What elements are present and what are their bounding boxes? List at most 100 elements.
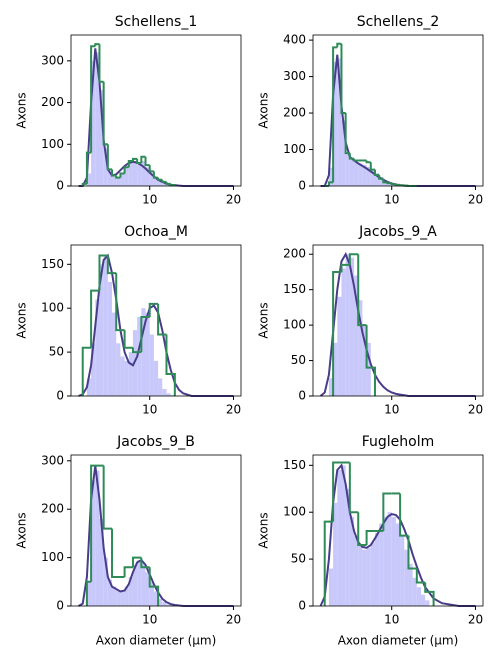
bar (116, 178, 121, 186)
bar (141, 160, 146, 186)
bar (128, 163, 133, 186)
bar (400, 535, 405, 606)
bar (421, 594, 426, 606)
step-histogram (127, 159, 133, 168)
step-histogram (106, 144, 113, 171)
step-histogram (123, 566, 133, 577)
bar (120, 591, 125, 606)
step-histogram (157, 177, 163, 181)
subplot-title: Jacobs_9_A (358, 224, 437, 240)
y-tick-label: 0 (56, 389, 64, 403)
bar (333, 61, 338, 186)
y-tick-label: 200 (283, 247, 306, 261)
bar (408, 563, 413, 606)
bar (166, 604, 171, 606)
y-axis-label: Axons (15, 512, 29, 548)
step-histogram (348, 253, 359, 265)
y-tick-label: 100 (283, 318, 306, 332)
bar (379, 176, 384, 186)
bar (387, 182, 392, 186)
step-histogram (90, 289, 100, 348)
bar (95, 52, 100, 187)
step-histogram (85, 580, 92, 606)
step-histogram (148, 165, 154, 173)
axes-frame (70, 244, 242, 397)
bar (153, 178, 159, 186)
step-histogram (98, 44, 104, 83)
x-tick-label: 20 (226, 403, 241, 417)
step-histogram (94, 43, 100, 47)
step-histogram (415, 568, 426, 584)
step-histogram (382, 492, 392, 531)
bar (391, 516, 396, 606)
y-axis-label: Axons (257, 92, 271, 128)
x-tick-label: 10 (384, 613, 399, 627)
step-histogram (98, 254, 108, 291)
x-tick-label: 10 (142, 403, 157, 417)
subplot: 10 20 0 50 100 150 Fugleholm Axons Axon diameter… (257, 434, 484, 648)
bar (362, 325, 367, 396)
y-tick-label: 0 (298, 389, 306, 403)
step-histogram (90, 45, 96, 153)
subplot-title: Schellens_2 (357, 14, 440, 30)
bar (162, 388, 167, 396)
step-histogram (148, 302, 159, 317)
fit-curve (78, 465, 234, 607)
bar (416, 587, 422, 606)
step-histogram (327, 181, 334, 186)
bar (124, 168, 129, 186)
bar (328, 568, 334, 606)
step-histogram (140, 557, 150, 569)
y-axis-label: Axons (15, 92, 29, 128)
bar (145, 312, 150, 396)
step-histogram (119, 172, 125, 178)
bar (153, 360, 159, 396)
bar (354, 535, 359, 606)
x-tick-label: 10 (384, 403, 399, 417)
bar (170, 395, 175, 396)
bar (149, 173, 154, 186)
y-tick-label: 200 (283, 106, 306, 120)
bar (116, 590, 121, 606)
fit-curve (319, 463, 476, 607)
step-histogram (157, 303, 167, 336)
step-histogram (165, 334, 176, 396)
step-histogram (111, 169, 117, 177)
y-tick-label: 300 (41, 53, 64, 67)
bar (366, 342, 371, 396)
bar (345, 153, 350, 186)
x-tick-label: 20 (468, 403, 483, 417)
bar (137, 163, 142, 186)
y-tick-label: 100 (283, 505, 306, 519)
step-histogram (152, 171, 159, 179)
step-histogram (399, 493, 409, 537)
bar (86, 378, 92, 396)
bar (337, 296, 342, 396)
bar (362, 549, 367, 606)
bar (341, 120, 346, 186)
bar (112, 586, 117, 606)
x-tick-label: 20 (468, 193, 483, 207)
subplot-title: Ochoa_M (124, 224, 188, 240)
y-tick-label: 0 (56, 599, 64, 613)
step-histogram (378, 175, 384, 180)
bar (99, 90, 104, 186)
step-histogram (332, 46, 338, 183)
bar (404, 549, 409, 606)
bar (137, 560, 142, 606)
step-histogram (357, 512, 367, 547)
step-histogram (340, 263, 350, 272)
step-histogram (332, 461, 342, 522)
y-tick-label: 0 (298, 599, 306, 613)
y-tick-label: 100 (41, 550, 64, 564)
bar (124, 586, 129, 606)
step-histogram (348, 462, 359, 514)
step-histogram (169, 183, 176, 187)
step-histogram (365, 529, 375, 546)
axes-frame (70, 34, 242, 187)
y-tick-label: 0 (56, 179, 64, 193)
step-histogram (140, 315, 150, 353)
subplot-title: Jacobs_9_B (116, 434, 195, 450)
